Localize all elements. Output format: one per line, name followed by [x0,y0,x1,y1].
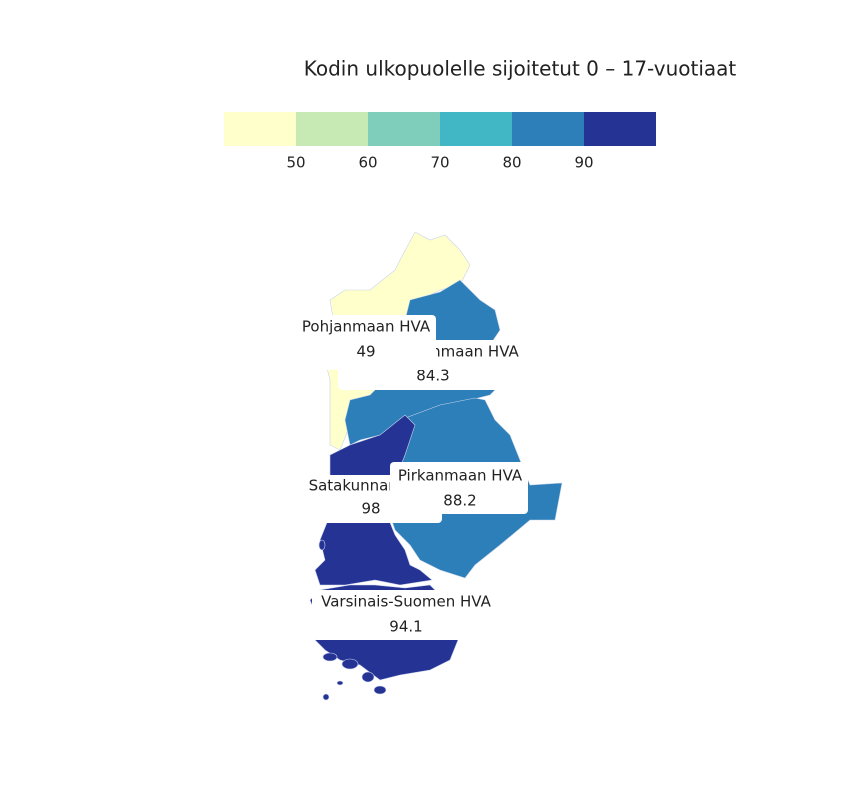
region-value: 84.3 [416,367,449,385]
map-title: Kodin ulkopuolelle sijoitetut 0 – 17-vuo… [304,57,737,81]
labels: Etelä-Pohjanmaan HVA 84.3 Pohjanmaan HVA… [296,315,528,640]
legend-swatch [512,112,584,146]
region-value: 49 [356,343,375,361]
legend: 50 60 70 80 90 [224,112,656,172]
legend-label: 50 [286,154,305,172]
region-value: 88.2 [443,492,476,510]
region-name: Pirkanmaan HVA [398,467,523,485]
legend-swatch [584,112,656,146]
legend-label: 70 [430,154,449,172]
region-name: Varsinais-Suomen HVA [321,593,491,611]
legend-swatch [368,112,440,146]
legend-label: 60 [358,154,377,172]
legend-swatch [440,112,512,146]
region-name: Pohjanmaan HVA [302,318,431,336]
label-box [390,462,528,514]
legend-swatch [296,112,368,146]
legend-label: 90 [574,154,593,172]
region-value: 98 [361,500,380,518]
label-box [296,315,436,370]
region-value: 94.1 [389,618,422,636]
label-box [312,590,500,640]
legend-swatch [224,112,296,146]
legend-label: 80 [502,154,521,172]
